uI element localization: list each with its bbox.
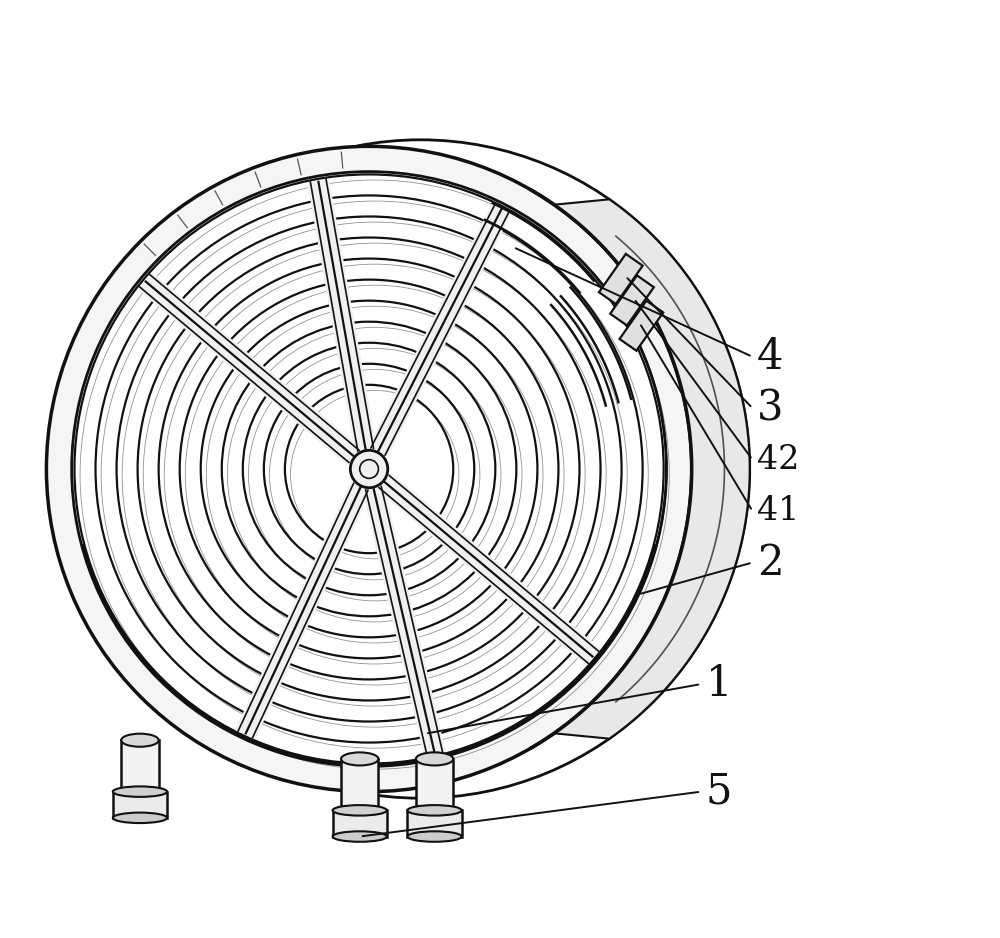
Ellipse shape [333,805,387,816]
Text: 1: 1 [706,663,732,705]
Text: 3: 3 [757,387,784,430]
Bar [333,810,387,837]
Text: 2: 2 [757,541,784,583]
Ellipse shape [113,786,167,797]
Circle shape [72,172,666,766]
Ellipse shape [121,734,159,747]
Bar [407,810,462,837]
Ellipse shape [407,805,462,816]
Ellipse shape [341,752,378,765]
Ellipse shape [113,812,167,823]
Text: 5: 5 [706,771,732,812]
Polygon shape [554,200,750,738]
Ellipse shape [407,831,462,841]
Polygon shape [610,276,654,325]
Circle shape [46,146,692,792]
Polygon shape [599,254,643,304]
Polygon shape [620,301,663,351]
Bar [416,759,453,810]
Circle shape [350,450,388,488]
Text: 42: 42 [757,444,800,476]
Bar [121,740,159,792]
Text: 4: 4 [757,336,784,378]
Ellipse shape [333,831,387,841]
Bar [113,792,167,818]
Text: 41: 41 [757,495,800,527]
Ellipse shape [416,752,453,765]
Bar [341,759,378,810]
